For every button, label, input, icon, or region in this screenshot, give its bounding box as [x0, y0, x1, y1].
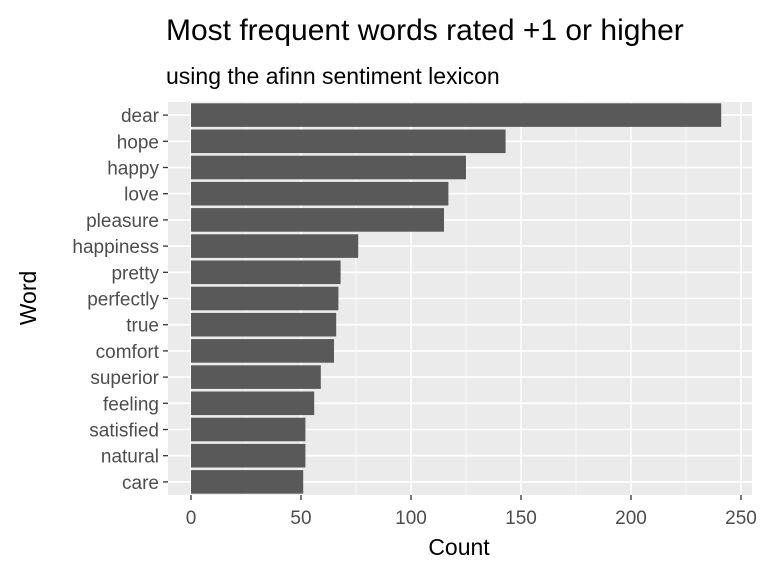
x-tick-label: 100 — [395, 508, 427, 529]
y-tick-label: dear — [121, 106, 160, 127]
x-axis: 0 50 100 150 200 250 — [186, 495, 757, 529]
x-axis-title: Count — [428, 534, 490, 560]
y-tick-label: pleasure — [86, 211, 159, 232]
bar-natural — [191, 443, 306, 468]
bar-feeling — [191, 391, 315, 416]
bar-perfectly — [191, 286, 339, 311]
y-tick-label: natural — [101, 447, 159, 468]
y-axis-title: Word — [15, 271, 41, 326]
bar-love — [191, 181, 449, 206]
y-tick-label: hope — [117, 132, 159, 153]
y-tick-label: perfectly — [87, 290, 159, 311]
bars-group — [191, 103, 722, 494]
x-tick-label: 150 — [505, 508, 537, 529]
y-tick-label: care — [122, 473, 159, 494]
x-tick-label: 50 — [290, 508, 311, 529]
bar-true — [191, 312, 337, 337]
bar-care — [191, 470, 304, 494]
y-tick-label: feeling — [103, 394, 159, 415]
x-tick-label: 200 — [615, 508, 647, 529]
y-tick-label: happy — [107, 159, 159, 180]
y-tick-label: happiness — [72, 237, 159, 258]
bar-superior — [191, 365, 321, 389]
y-tick-label: superior — [90, 368, 159, 389]
bar-hope — [191, 129, 506, 154]
bar-happiness — [191, 234, 359, 258]
bar-pretty — [191, 260, 341, 285]
y-tick-label: pretty — [111, 263, 159, 284]
chart-subtitle: using the afinn sentiment lexicon — [166, 63, 500, 89]
bar-pleasure — [191, 208, 444, 232]
x-tick-label: 0 — [186, 508, 197, 529]
bar-satisfied — [191, 417, 306, 442]
bar-dear — [191, 103, 722, 127]
grid-major-lines — [168, 102, 752, 495]
chart-title: Most frequent words rated +1 or higher — [166, 14, 684, 47]
y-tick-label: true — [126, 316, 159, 337]
y-tick-label: satisfied — [89, 421, 159, 442]
bar-happy — [191, 155, 466, 180]
y-axis: dear hope happy love pleasure happiness pretty… — [72, 106, 168, 494]
x-tick-label: 250 — [725, 508, 757, 529]
y-tick-label: love — [124, 185, 159, 206]
bar-comfort — [191, 339, 334, 363]
y-tick-label: comfort — [96, 342, 160, 363]
